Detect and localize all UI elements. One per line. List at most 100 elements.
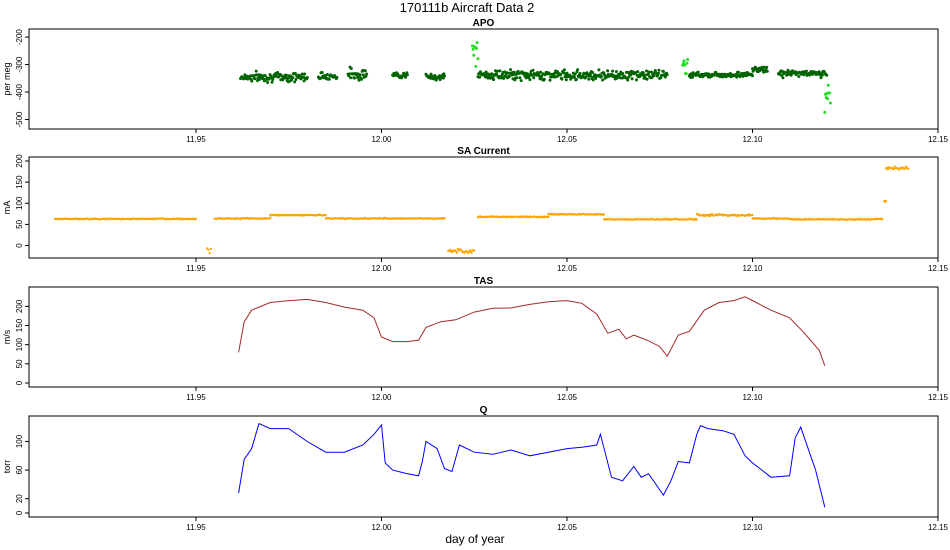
data-point <box>587 77 591 81</box>
plot-frame <box>28 415 939 518</box>
data-point <box>737 70 741 74</box>
data-point <box>349 76 353 80</box>
data-point <box>578 72 582 75</box>
y-tick-label: 100 <box>15 196 24 210</box>
data-point <box>691 75 695 79</box>
data-point <box>826 83 830 87</box>
data-point <box>532 76 536 80</box>
data-point <box>907 167 910 170</box>
data-point <box>903 167 907 170</box>
panel-1: APO 11.95 12.00 12.05 12.10 12.15 -500 -400 -300… <box>2 18 949 144</box>
y-tick-label: 200 <box>15 154 24 168</box>
data-point <box>647 70 651 74</box>
data-point <box>495 69 499 73</box>
data-point <box>661 69 665 73</box>
data-point <box>751 213 754 216</box>
data-point <box>684 72 688 76</box>
data-point <box>253 77 257 81</box>
plot-frame <box>28 156 939 259</box>
data-point <box>285 73 288 77</box>
series-line <box>238 422 826 508</box>
plot-frame <box>28 286 939 388</box>
data-point <box>886 168 889 171</box>
data-point <box>885 199 888 203</box>
data-point <box>361 73 365 77</box>
data-point <box>454 250 458 253</box>
data-point <box>504 74 507 78</box>
x-tick-label: 11.95 <box>186 393 206 402</box>
data-point <box>820 73 824 77</box>
data-point <box>563 75 567 79</box>
data-point <box>626 78 630 82</box>
data-point <box>892 167 895 171</box>
data-point <box>476 57 480 61</box>
data-point <box>781 76 785 80</box>
y-axis-title: torr <box>2 460 12 474</box>
data-point <box>478 70 482 74</box>
data-point <box>491 75 495 79</box>
data-point <box>547 72 551 76</box>
data-point <box>474 64 478 68</box>
data-point <box>294 78 298 81</box>
y-tick-label: 150 <box>15 318 24 332</box>
data-point <box>473 249 476 252</box>
x-tick-label: 12.00 <box>371 393 392 402</box>
data-point <box>751 74 754 78</box>
data-point <box>293 80 297 84</box>
data-point <box>349 67 353 70</box>
data-point <box>194 217 198 220</box>
data-point <box>548 78 552 82</box>
data-point <box>519 79 523 83</box>
data-point <box>475 41 479 45</box>
data-point <box>450 250 453 254</box>
y-tick-label: 200 <box>15 299 24 313</box>
data-point <box>470 251 473 254</box>
data-point <box>573 72 577 76</box>
y-tick-label: 60 <box>15 465 24 474</box>
data-point <box>611 69 615 73</box>
plot-frame <box>28 28 939 130</box>
panel-3: TAS 11.95 12.00 12.05 12.10 12.15 0 50 100 150 200… <box>2 276 949 402</box>
data-point <box>635 78 638 82</box>
data-point <box>492 78 496 82</box>
data-point <box>472 53 476 57</box>
data-point <box>254 69 258 73</box>
data-point <box>826 97 830 101</box>
x-axis-title: day of year <box>445 532 504 546</box>
data-point <box>645 77 649 81</box>
x-tick-label: 12.05 <box>557 393 578 402</box>
data-point <box>300 72 304 76</box>
data-point <box>589 74 593 78</box>
data-point <box>789 73 793 77</box>
data-point <box>363 69 367 73</box>
y-axis-title: mA <box>2 201 12 215</box>
data-point <box>434 78 438 82</box>
x-tick-label: 12.15 <box>928 523 949 532</box>
x-tick-label: 12.00 <box>371 264 392 273</box>
data-point <box>682 59 686 63</box>
data-point <box>293 71 297 75</box>
data-point <box>518 76 522 80</box>
data-point <box>765 65 769 69</box>
y-tick-label: 100 <box>15 434 24 448</box>
y-tick-label: 0 <box>15 510 24 515</box>
data-point <box>490 72 494 76</box>
x-tick-label: 11.95 <box>186 135 206 144</box>
data-point <box>657 68 661 72</box>
data-point <box>828 91 832 95</box>
panel-2: SA Current 11.95 12.00 12.05 12.10 12.15 0 50 10… <box>2 146 949 273</box>
data-point <box>591 71 595 74</box>
data-point <box>353 76 356 80</box>
data-point <box>539 70 543 74</box>
data-point <box>347 72 351 76</box>
data-point <box>636 70 640 74</box>
y-tick-label: 50 <box>15 359 24 368</box>
data-point <box>606 69 610 73</box>
data-point <box>643 73 647 77</box>
data-point <box>276 71 280 74</box>
data-point <box>694 73 698 77</box>
data-point <box>686 58 690 61</box>
x-tick-label: 12.05 <box>557 135 578 144</box>
data-point <box>645 69 648 73</box>
